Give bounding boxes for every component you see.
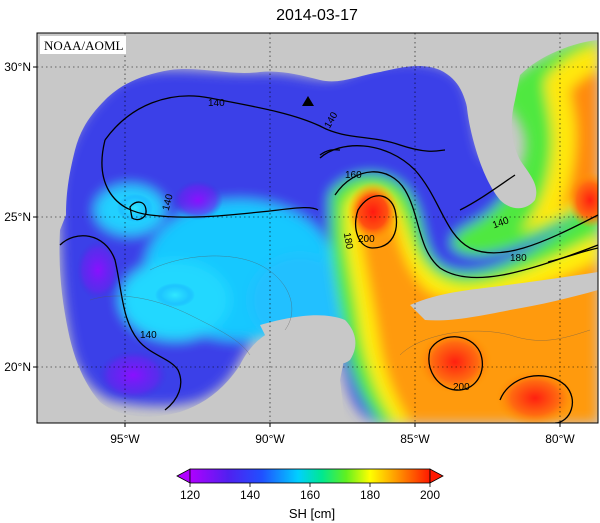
map-title: 2014-03-17 [276, 7, 358, 24]
colorbar-tick: 120 [180, 488, 200, 502]
colorbar-low-arrow [176, 468, 191, 484]
x-tick-label: 90°W [255, 432, 285, 446]
colorbar-tick: 200 [420, 488, 440, 502]
colorbar-high-arrow [429, 468, 444, 484]
warm-core-east [568, 172, 598, 228]
credit-box [40, 36, 126, 54]
contour-label: 160 [345, 170, 362, 181]
colorbar-tick: 160 [300, 488, 320, 502]
colorbar-label: SH [cm] [289, 506, 335, 521]
contour-label: 140 [161, 193, 176, 212]
y-tick-label: 20°N [4, 360, 31, 374]
contour-label: 200 [453, 382, 470, 393]
contour-label: 140 [208, 98, 225, 109]
warm-core-caribbean [417, 330, 493, 394]
triangle-marker [302, 96, 314, 106]
colorbar: 120 140 160 180 200 SH [cm] [176, 468, 444, 521]
cyan-spot-2 [155, 283, 195, 307]
colorbar-gradient [189, 468, 431, 484]
colorbar-tick: 180 [360, 488, 380, 502]
contour-lines [59, 95, 598, 423]
warm-eddy [347, 182, 399, 242]
y-tick-label: 30°N [4, 60, 31, 74]
y-axis-labels: 30°N 25°N 20°N [4, 60, 31, 374]
x-tick-label: 95°W [110, 432, 140, 446]
contour-label: 200 [358, 234, 375, 245]
y-tick-label: 25°N [4, 210, 31, 224]
cold-core-south [98, 350, 168, 400]
warm-core-south [495, 370, 575, 423]
cold-core-north [173, 180, 223, 220]
axis-ticks [33, 66, 561, 427]
landmasses [37, 33, 598, 423]
cyan-spot [117, 194, 153, 222]
colorbar-tick: 140 [240, 488, 260, 502]
cold-core-west [76, 240, 120, 300]
x-tick-label: 85°W [400, 432, 430, 446]
contour-label: 180 [510, 253, 527, 264]
contour-label: 180 [341, 232, 355, 251]
grid-lines [37, 33, 598, 423]
credit-label: NOAA/AOML [44, 38, 124, 53]
contour-label: 140 [140, 330, 157, 341]
x-axis-labels: 95°W 90°W 85°W 80°W [110, 432, 575, 446]
contour-label-group: 140 140 140 140 160 180 200 180 140 200 [140, 98, 527, 393]
x-tick-label: 80°W [545, 432, 575, 446]
map-frame [36, 32, 599, 424]
map-area [37, 33, 598, 423]
